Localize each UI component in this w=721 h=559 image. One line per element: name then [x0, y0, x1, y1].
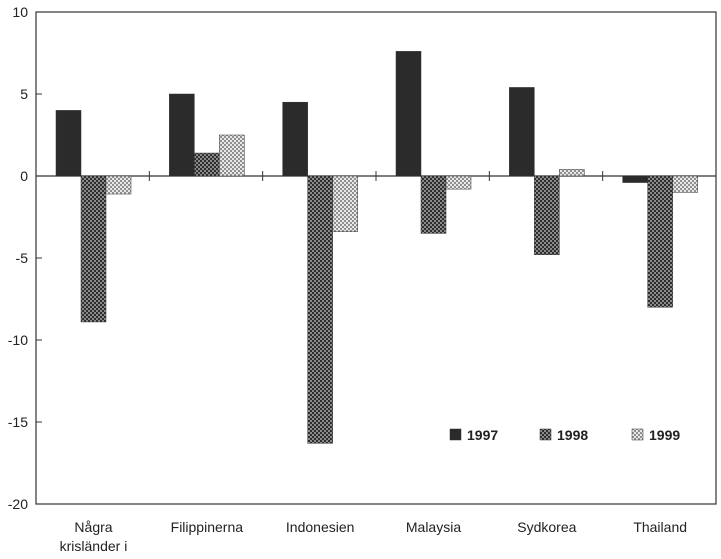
- bar-1999-4: [559, 169, 585, 177]
- x-category-label: krisländer i: [60, 538, 128, 554]
- y-axis: 10 5 0 -5 -10 -15 -20: [8, 4, 42, 512]
- y-tick-label: -5: [16, 250, 29, 266]
- plot-frame: [35, 11, 717, 505]
- bar-1997-1: [169, 93, 195, 177]
- bar-1999-3: [445, 175, 472, 190]
- x-category-label: Filippinerna: [171, 519, 244, 535]
- bar-1998-3: [420, 175, 447, 234]
- bar-1997-4: [509, 87, 535, 177]
- bar-1997-0: [55, 110, 82, 177]
- legend: 1997 1998 1999: [449, 427, 680, 443]
- bar-1998-2: [307, 175, 333, 444]
- bar-1999-5: [672, 175, 698, 193]
- x-category-label: Malaysia: [406, 519, 461, 535]
- bar-1998-4: [534, 175, 560, 255]
- bar-1999-1: [219, 134, 245, 177]
- legend-swatch-1998: [539, 428, 552, 441]
- y-tick-label: 10: [12, 4, 28, 20]
- x-axis-labels: Några krisländer i Filippinerna Indonesien M…: [60, 519, 687, 554]
- bar-1999-0: [105, 175, 132, 195]
- bar-1999-2: [332, 175, 358, 233]
- bar-1998-5: [647, 175, 673, 308]
- x-category-label: Thailand: [633, 519, 687, 535]
- x-category-label: Indonesien: [286, 519, 355, 535]
- bars-group: [55, 51, 698, 444]
- legend-label-1998: 1998: [557, 427, 588, 443]
- bar-1998-1: [194, 152, 220, 177]
- y-tick-label: -10: [8, 332, 28, 348]
- y-tick-label: -15: [8, 414, 28, 430]
- bar-1998-0: [80, 175, 107, 323]
- y-tick-label: 0: [20, 168, 28, 184]
- bar-1997-2: [282, 101, 308, 177]
- y-tick-label: -20: [8, 496, 28, 512]
- legend-swatch-1999: [631, 428, 644, 441]
- bar-1997-3: [395, 51, 422, 177]
- legend-label-1999: 1999: [649, 427, 680, 443]
- legend-label-1997: 1997: [467, 427, 498, 443]
- x-category-label: Sydkorea: [517, 519, 576, 535]
- x-category-label: Några: [74, 519, 112, 535]
- bar-1997-5: [622, 175, 648, 183]
- legend-swatch-1997: [449, 428, 462, 441]
- y-tick-label: 5: [20, 86, 28, 102]
